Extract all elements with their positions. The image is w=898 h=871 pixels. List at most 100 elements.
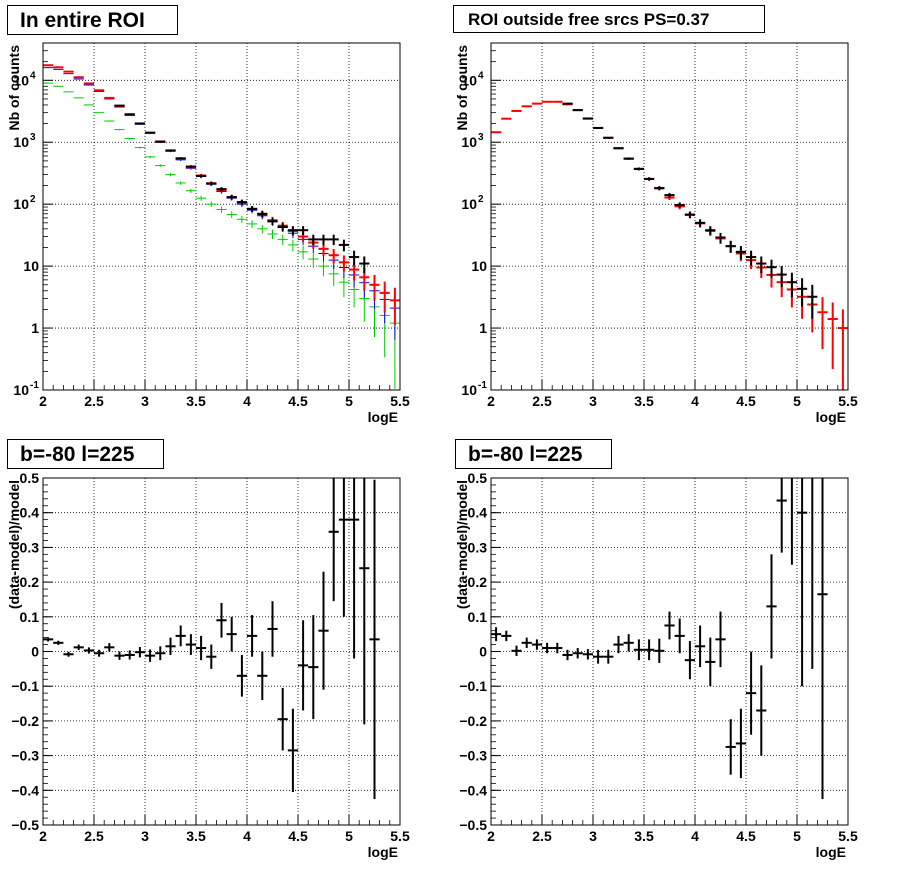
- x-tick-label: 4.5: [736, 393, 756, 409]
- plot-area: [43, 43, 400, 390]
- x-tick-label: 4.5: [288, 393, 308, 409]
- y-tick-label: 0.3: [20, 539, 40, 555]
- x-tick-label: 2: [39, 393, 47, 409]
- x-tick-label: 4: [243, 393, 251, 409]
- y-tick-exponent: -1: [30, 380, 39, 391]
- y-tick-label: 1: [479, 320, 487, 336]
- y-tick-label: −0.3: [11, 748, 39, 764]
- y-tick-label: 10: [471, 258, 487, 274]
- x-tick-label: 5: [345, 393, 353, 409]
- x-tick-label: 3: [141, 828, 149, 844]
- y-axis-label: Nb of counts: [6, 45, 22, 131]
- x-tick-label: 4: [691, 393, 699, 409]
- y-tick-label: −0.5: [459, 817, 487, 833]
- x-tick-label: 4.5: [736, 828, 756, 844]
- x-axis-label: logE: [816, 409, 846, 425]
- y-tick-exponent: 3: [30, 132, 36, 143]
- y-tick-label: 0.2: [20, 574, 40, 590]
- y-tick-exponent: 2: [478, 194, 484, 205]
- chart-title: b=-80 l=225: [455, 439, 612, 469]
- x-tick-label: 2: [487, 393, 495, 409]
- x-tick-label: 5: [793, 393, 801, 409]
- y-tick-label: 10: [23, 258, 39, 274]
- x-tick-label: 2.5: [532, 393, 552, 409]
- panel-residual-left: 2 2.5 3 3.5 4 4.5 5 5.5 −0.5 −0.4 −0.3 −0.2 −0.1 0 0.1…: [6, 470, 410, 860]
- y-tick-exponent: 3: [478, 132, 484, 143]
- data-series: [562, 102, 818, 319]
- x-tick-label: 4: [691, 828, 699, 844]
- y-axis-label: (data-model)/model: [454, 480, 470, 609]
- x-tick-label: 5: [345, 828, 353, 844]
- x-tick-label: 3.5: [186, 828, 206, 844]
- x-tick-label: 5.5: [390, 828, 410, 844]
- y-tick-label: 0: [479, 644, 487, 660]
- y-tick-label: 1: [31, 320, 39, 336]
- x-tick-label: 3: [589, 393, 597, 409]
- plot-frame: [42, 477, 401, 826]
- chart-title: In entire ROI: [7, 5, 178, 35]
- y-tick-label: −0.1: [459, 678, 487, 694]
- x-axis-label: logE: [368, 409, 398, 425]
- y-tick-label: 0.4: [468, 505, 488, 521]
- y-tick-label: −0.2: [459, 713, 487, 729]
- y-tick-label: −0.4: [11, 782, 39, 798]
- y-tick-label: 0.5: [20, 470, 40, 486]
- x-tick-label: 3.5: [186, 393, 206, 409]
- y-tick-label: 10: [461, 72, 477, 88]
- plot-frame: [490, 42, 849, 391]
- x-tick-label: 2.5: [532, 828, 552, 844]
- x-axis-label: logE: [816, 844, 846, 860]
- x-axis-label: logE: [368, 844, 398, 860]
- y-tick-label: 0.1: [468, 609, 488, 625]
- y-tick-label: 0.2: [468, 574, 488, 590]
- y-tick-label: 10: [13, 72, 29, 88]
- y-tick-label: −0.4: [459, 782, 487, 798]
- y-tick-label: 0.3: [468, 539, 488, 555]
- x-tick-label: 3.5: [634, 828, 654, 844]
- y-axis-label: Nb of counts: [454, 45, 470, 131]
- y-tick-exponent: 4: [30, 70, 36, 81]
- y-tick-label: 0.5: [468, 470, 488, 486]
- x-tick-label: 3.5: [634, 393, 654, 409]
- x-tick-label: 4.5: [288, 828, 308, 844]
- chart-title: ROI outside free srcs PS=0.37: [453, 5, 765, 33]
- y-axis-label: (data-model)/model: [6, 480, 22, 609]
- y-tick-label: 10: [461, 196, 477, 212]
- data-series: [114, 104, 370, 274]
- x-tick-label: 5.5: [838, 828, 858, 844]
- y-tick-exponent: -1: [478, 380, 487, 391]
- data-series: [491, 478, 828, 799]
- y-tick-label: 0: [31, 644, 39, 660]
- data-series: [43, 478, 380, 799]
- x-tick-label: 5: [793, 828, 801, 844]
- y-tick-label: 0.4: [20, 505, 40, 521]
- y-tick-label: 0.1: [20, 609, 40, 625]
- x-tick-label: 3: [141, 393, 149, 409]
- plot-frame: [490, 477, 849, 826]
- chart-title: b=-80 l=225: [7, 439, 164, 469]
- y-tick-exponent: 2: [30, 194, 36, 205]
- x-tick-label: 5.5: [838, 393, 858, 409]
- x-tick-label: 2.5: [84, 828, 104, 844]
- y-tick-label: −0.5: [11, 817, 39, 833]
- panel-residual-right: 2 2.5 3 3.5 4 4.5 5 5.5 −0.5 −0.4 −0.3 −0.2 −0.1 0 0.1…: [454, 470, 858, 860]
- x-tick-label: 3: [589, 828, 597, 844]
- plot-area: [491, 43, 848, 390]
- y-tick-label: −0.3: [459, 748, 487, 764]
- y-tick-label: 10: [461, 382, 477, 398]
- y-tick-label: −0.1: [11, 678, 39, 694]
- x-tick-label: 2: [487, 828, 495, 844]
- y-tick-label: 10: [13, 382, 29, 398]
- y-tick-label: 10: [13, 196, 29, 212]
- y-tick-label: −0.2: [11, 713, 39, 729]
- y-tick-label: 10: [13, 134, 29, 150]
- x-tick-label: 4: [243, 828, 251, 844]
- x-tick-label: 2.5: [84, 393, 104, 409]
- y-tick-label: 10: [461, 134, 477, 150]
- x-tick-label: 5.5: [390, 393, 410, 409]
- y-tick-exponent: 4: [478, 70, 484, 81]
- plot-frame: [42, 42, 401, 391]
